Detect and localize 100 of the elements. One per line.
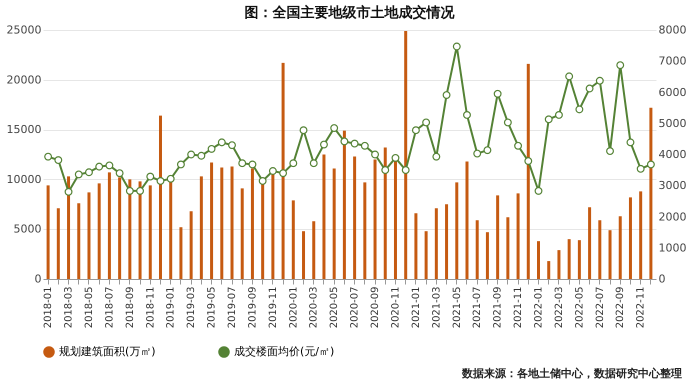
bar — [46, 185, 50, 279]
point — [136, 186, 144, 195]
bar — [138, 181, 142, 279]
bar — [56, 208, 60, 279]
bar — [628, 197, 632, 279]
bar — [210, 162, 214, 279]
point — [494, 90, 502, 98]
bar — [342, 130, 346, 279]
x-tick-label: 2020-03 — [308, 286, 320, 328]
legend-label: 成交楼面均价(元/㎡) — [234, 345, 334, 358]
point — [116, 169, 124, 178]
y-tick-label: 5000 — [14, 222, 42, 236]
point — [524, 157, 532, 165]
bar — [404, 30, 408, 279]
y2-tick-label: 0 — [658, 272, 666, 286]
bar — [547, 261, 550, 279]
y2-tick-label: 6000 — [658, 86, 686, 99]
y-tick-label: 20000 — [6, 73, 42, 86]
x-tick-label: 2020-09 — [370, 286, 382, 328]
bar — [322, 154, 326, 279]
bar — [169, 181, 172, 279]
x-tick-label: 2021-07 — [472, 286, 484, 328]
point — [636, 164, 645, 173]
y2-tick-label: 2000 — [658, 210, 686, 224]
x-tick-label: 2019-05 — [206, 286, 218, 328]
point — [606, 147, 614, 156]
bar — [568, 239, 571, 279]
bar — [67, 176, 70, 279]
point — [197, 152, 206, 160]
bar — [445, 204, 448, 279]
bar — [230, 166, 234, 279]
bar — [516, 193, 520, 279]
y-tick-label: 0 — [34, 272, 42, 286]
point — [504, 118, 512, 126]
x-tick-label: 2020-07 — [350, 286, 361, 328]
bar — [179, 227, 182, 279]
point — [473, 150, 482, 158]
source-note: 数据来源：各地土储中心，数据研究中心整理 — [462, 366, 682, 381]
point — [392, 154, 400, 162]
x-tick-label: 2020-11 — [390, 286, 402, 328]
x-tick-label: 2021-11 — [513, 286, 524, 328]
x-tick-label: 2022-09 — [615, 286, 626, 328]
y2-tick-label: 5000 — [658, 116, 686, 130]
bar — [557, 250, 560, 279]
bar — [271, 174, 274, 279]
point — [616, 61, 624, 70]
point — [565, 72, 574, 80]
point — [208, 144, 216, 153]
point — [218, 138, 226, 146]
bar — [220, 167, 224, 279]
point — [586, 84, 594, 92]
bar — [200, 176, 203, 279]
point — [248, 160, 256, 168]
x-tick-label: 2019-11 — [268, 286, 279, 328]
bar — [608, 230, 612, 279]
point — [74, 170, 83, 178]
x-tick-label: 2018-07 — [104, 286, 116, 328]
bar — [434, 208, 438, 279]
bar — [108, 172, 111, 279]
x-tick-label: 2018-03 — [64, 286, 75, 328]
point — [646, 160, 655, 168]
point — [330, 124, 338, 132]
x-tick-label: 2021-01 — [410, 286, 422, 328]
point — [463, 111, 471, 119]
point — [422, 118, 430, 126]
point — [381, 166, 390, 174]
bar — [506, 217, 510, 279]
point — [300, 126, 308, 134]
point — [514, 142, 522, 150]
point — [575, 105, 584, 114]
bar — [639, 191, 642, 279]
x-tick-label: 2018-09 — [124, 286, 136, 328]
bar — [353, 156, 356, 279]
point — [596, 76, 604, 85]
point — [402, 166, 410, 174]
bar — [332, 168, 336, 279]
point — [44, 152, 52, 161]
bar — [486, 232, 489, 279]
point — [85, 168, 93, 176]
x-tick-label: 2022-01 — [534, 286, 545, 328]
y2-tick-label: 8000 — [658, 24, 686, 36]
point — [544, 115, 553, 124]
y-tick-label: 25000 — [6, 24, 42, 36]
bar — [618, 216, 622, 279]
point — [350, 140, 359, 148]
x-tick-label: 2022-03 — [554, 286, 565, 328]
bar — [128, 179, 132, 279]
x-tick-label: 2018-05 — [84, 286, 95, 328]
point — [360, 142, 369, 150]
point — [371, 150, 379, 158]
bar — [537, 241, 540, 279]
x-tick-label: 2020-01 — [288, 286, 300, 328]
bar — [77, 203, 80, 279]
bar — [526, 64, 530, 279]
point — [412, 126, 420, 134]
bar — [312, 221, 316, 279]
bar — [649, 108, 652, 279]
bar — [302, 231, 306, 279]
bar — [282, 62, 285, 279]
x-tick-label: 2022-07 — [594, 286, 606, 328]
